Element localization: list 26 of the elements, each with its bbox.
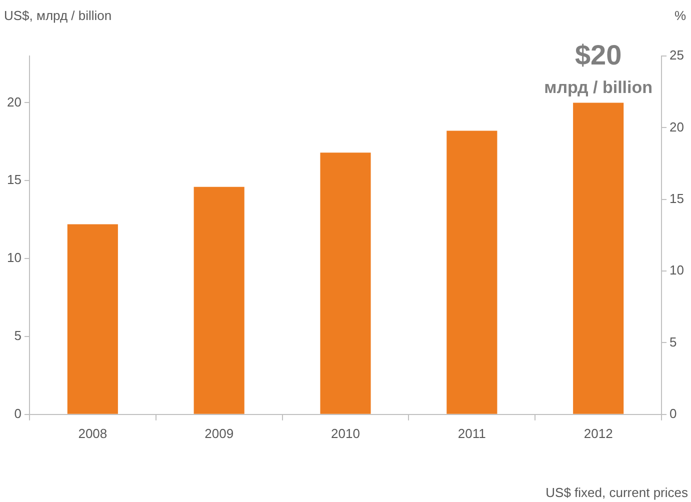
y-tick-label: 5 <box>14 328 22 344</box>
y-tick-label: 10 <box>6 250 22 266</box>
y-tick-label: 0 <box>14 406 22 421</box>
x-tick-label: 2010 <box>331 426 360 441</box>
y2-tick-label: 5 <box>670 334 677 350</box>
bar <box>194 186 244 414</box>
y-axis-title: US$, млрд / billion <box>4 8 112 24</box>
y-tick-label: 15 <box>6 172 22 188</box>
y2-tick-label: 25 <box>670 48 684 63</box>
annotation: $20 <box>574 39 622 70</box>
y2-tick-label: 20 <box>670 119 684 134</box>
y2-axis-title: % <box>674 8 686 24</box>
x-tick-label: 2008 <box>78 426 108 441</box>
y2-tick-label: 0 <box>670 406 677 421</box>
y-tick-label: 20 <box>6 94 22 110</box>
x-tick-label: 2011 <box>458 426 486 441</box>
y2-tick-label: 10 <box>670 262 684 278</box>
text: US$ fixed, current prices <box>546 485 688 500</box>
y2-tick-label: 15 <box>670 190 684 206</box>
bar <box>446 130 498 414</box>
bar <box>320 152 371 414</box>
bar <box>573 102 624 414</box>
annotation: млрд / billion <box>544 78 653 97</box>
bar <box>67 224 118 414</box>
x-tick-label: 2009 <box>204 426 234 441</box>
x-tick-label: 2012 <box>584 426 613 441</box>
